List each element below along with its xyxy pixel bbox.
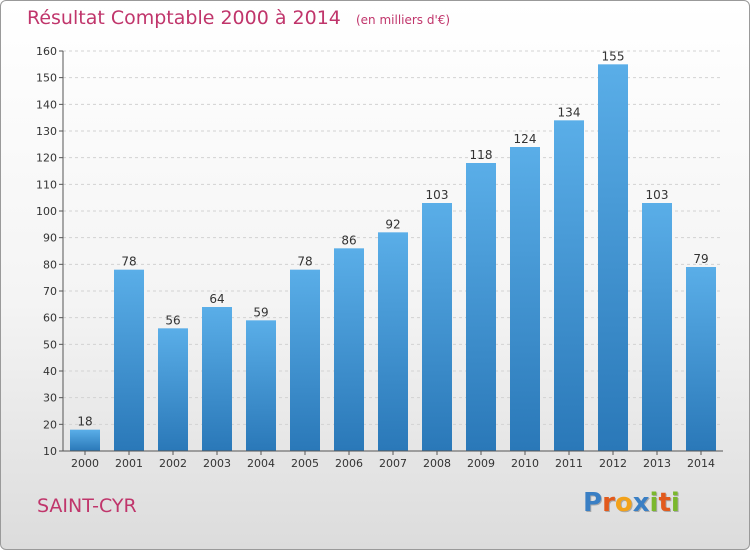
bar xyxy=(554,120,584,451)
bar xyxy=(466,163,496,451)
bar xyxy=(246,320,276,451)
bar xyxy=(642,203,672,451)
bar xyxy=(202,307,232,451)
value-label: 103 xyxy=(426,188,449,202)
value-label: 103 xyxy=(646,188,669,202)
y-tick-label: 160 xyxy=(36,45,57,58)
bar xyxy=(290,269,320,451)
value-label: 92 xyxy=(385,217,400,231)
value-label: 86 xyxy=(341,233,356,247)
title-row: Résultat Comptable 2000 à 2014 (en milli… xyxy=(27,7,450,29)
proxiti-logo: Proxiti xyxy=(583,488,680,518)
y-tick-label: 120 xyxy=(36,152,57,165)
bar xyxy=(686,267,716,451)
value-label: 78 xyxy=(121,255,136,269)
chart-title: Résultat Comptable 2000 à 2014 xyxy=(27,7,341,29)
y-tick-label: 150 xyxy=(36,72,57,85)
value-label: 155 xyxy=(602,49,625,63)
y-tick-label: 70 xyxy=(43,285,57,298)
y-tick-label: 140 xyxy=(36,98,57,111)
bar xyxy=(598,64,628,452)
y-tick-label: 90 xyxy=(43,232,57,245)
y-tick-label: 10 xyxy=(43,445,57,458)
x-tick-label: 2013 xyxy=(643,457,671,470)
x-tick-label: 2002 xyxy=(159,457,187,470)
bar xyxy=(378,232,408,451)
x-tick-label: 2009 xyxy=(467,457,495,470)
bar xyxy=(334,248,364,451)
bar xyxy=(70,429,100,451)
bar xyxy=(158,328,188,451)
value-label: 64 xyxy=(209,292,224,306)
logo-letter: i xyxy=(649,488,659,518)
commune-name: SAINT-CYR xyxy=(37,495,137,517)
x-tick-label: 2010 xyxy=(511,457,539,470)
bar xyxy=(114,269,144,451)
y-tick-label: 80 xyxy=(43,258,57,271)
x-tick-label: 2006 xyxy=(335,457,363,470)
y-tick-label: 100 xyxy=(36,205,57,218)
value-label: 59 xyxy=(253,305,268,319)
logo-letter: x xyxy=(632,488,650,518)
value-label: 124 xyxy=(514,132,537,146)
x-tick-label: 2007 xyxy=(379,457,407,470)
value-label: 118 xyxy=(470,148,493,162)
x-tick-label: 2001 xyxy=(115,457,143,470)
value-label: 56 xyxy=(165,313,180,327)
bar xyxy=(510,147,540,451)
logo-letter: P xyxy=(583,488,603,518)
value-label: 18 xyxy=(77,415,92,429)
x-tick-label: 2000 xyxy=(71,457,99,470)
y-tick-label: 110 xyxy=(36,178,57,191)
y-tick-label: 20 xyxy=(43,418,57,431)
logo-letter: i xyxy=(670,488,680,518)
x-tick-label: 2003 xyxy=(203,457,231,470)
logo-letter: o xyxy=(614,488,633,518)
x-tick-label: 2004 xyxy=(247,457,275,470)
x-tick-label: 2005 xyxy=(291,457,319,470)
y-tick-label: 30 xyxy=(43,392,57,405)
value-label: 78 xyxy=(297,255,312,269)
x-tick-label: 2011 xyxy=(555,457,583,470)
logo-letter: t xyxy=(658,488,671,518)
chart-unit: (en milliers d'€) xyxy=(355,13,451,27)
bar xyxy=(422,203,452,451)
logo-letter: r xyxy=(602,488,615,518)
x-tick-label: 2014 xyxy=(687,457,715,470)
value-label: 79 xyxy=(693,252,708,266)
y-tick-label: 50 xyxy=(43,338,57,351)
x-tick-label: 2008 xyxy=(423,457,451,470)
y-tick-label: 40 xyxy=(43,365,57,378)
y-tick-label: 60 xyxy=(43,312,57,325)
y-tick-label: 130 xyxy=(36,125,57,138)
value-label: 134 xyxy=(558,105,581,119)
x-tick-label: 2012 xyxy=(599,457,627,470)
